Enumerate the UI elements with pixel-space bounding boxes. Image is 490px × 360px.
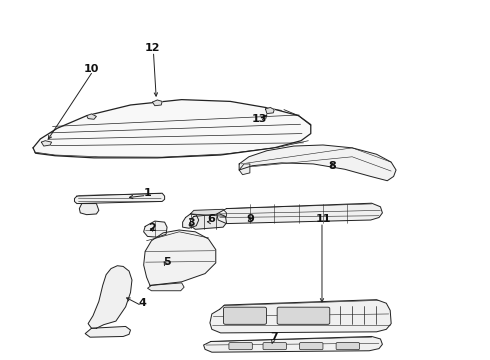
FancyBboxPatch shape bbox=[263, 342, 287, 350]
FancyBboxPatch shape bbox=[336, 342, 360, 350]
Polygon shape bbox=[266, 108, 274, 113]
Polygon shape bbox=[85, 327, 130, 337]
Text: 1: 1 bbox=[144, 188, 151, 198]
Text: 12: 12 bbox=[145, 43, 160, 53]
Polygon shape bbox=[191, 209, 226, 216]
Text: 7: 7 bbox=[270, 332, 278, 342]
FancyBboxPatch shape bbox=[229, 342, 252, 350]
Text: 8: 8 bbox=[329, 161, 337, 171]
Polygon shape bbox=[87, 114, 97, 119]
FancyBboxPatch shape bbox=[277, 307, 330, 324]
FancyBboxPatch shape bbox=[299, 342, 323, 350]
Polygon shape bbox=[183, 214, 199, 228]
Polygon shape bbox=[239, 164, 250, 175]
Polygon shape bbox=[203, 337, 382, 352]
Polygon shape bbox=[147, 283, 184, 291]
Polygon shape bbox=[33, 100, 311, 158]
FancyBboxPatch shape bbox=[223, 307, 267, 324]
Text: 3: 3 bbox=[188, 218, 195, 228]
Polygon shape bbox=[191, 214, 226, 229]
Polygon shape bbox=[217, 203, 382, 224]
Polygon shape bbox=[210, 300, 391, 333]
Polygon shape bbox=[74, 193, 165, 203]
Polygon shape bbox=[144, 230, 216, 285]
Polygon shape bbox=[88, 266, 132, 328]
Text: 13: 13 bbox=[252, 114, 268, 124]
Text: 11: 11 bbox=[315, 214, 331, 224]
Text: 9: 9 bbox=[246, 214, 254, 224]
Polygon shape bbox=[144, 221, 167, 237]
Text: 6: 6 bbox=[207, 214, 215, 224]
Text: 10: 10 bbox=[84, 64, 99, 74]
Text: 4: 4 bbox=[139, 298, 147, 308]
Text: 5: 5 bbox=[163, 257, 171, 267]
Polygon shape bbox=[152, 100, 162, 106]
Text: 2: 2 bbox=[148, 223, 156, 233]
Polygon shape bbox=[79, 203, 99, 215]
Polygon shape bbox=[239, 145, 396, 181]
Polygon shape bbox=[41, 141, 51, 146]
